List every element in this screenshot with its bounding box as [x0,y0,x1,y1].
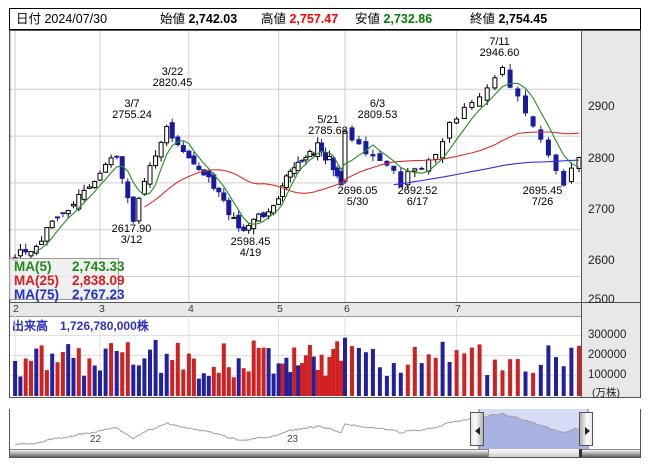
svg-text:23: 23 [287,434,299,445]
svg-text:22: 22 [90,434,102,445]
